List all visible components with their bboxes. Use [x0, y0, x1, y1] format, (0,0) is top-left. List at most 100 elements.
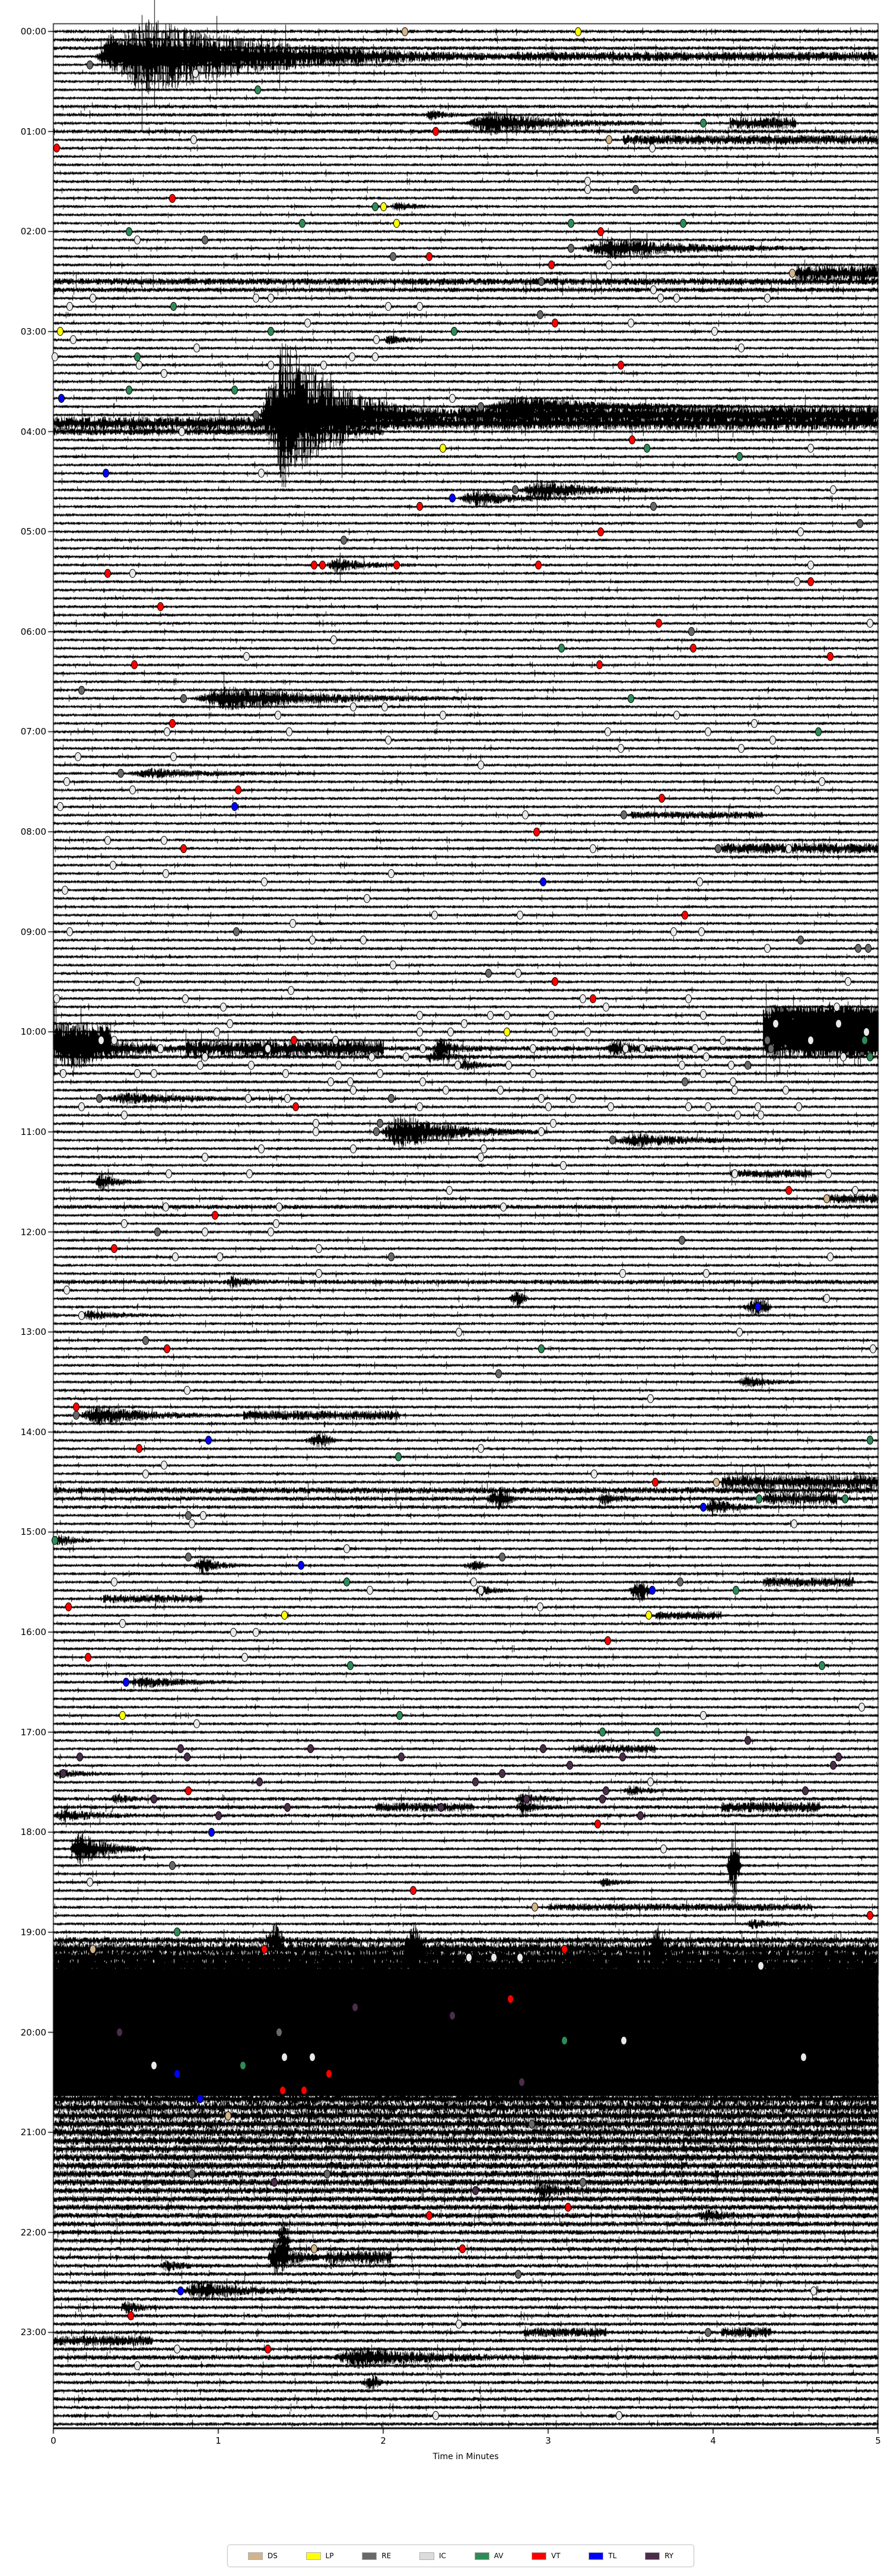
event-marker-ic[interactable]	[456, 1327, 463, 1337]
event-marker-re[interactable]	[678, 1236, 685, 1245]
event-marker-tl[interactable]	[177, 2286, 184, 2295]
event-marker-ry[interactable]	[637, 1811, 644, 1820]
event-marker-ic[interactable]	[268, 1227, 275, 1237]
event-marker-ic[interactable]	[134, 1069, 141, 1079]
event-marker-ic[interactable]	[381, 702, 389, 711]
event-marker-av[interactable]	[174, 1928, 180, 1937]
event-marker-ds[interactable]	[713, 1477, 720, 1487]
event-marker-av[interactable]	[558, 644, 565, 653]
event-marker-re[interactable]	[682, 1077, 689, 1087]
event-marker-ic[interactable]	[545, 1102, 552, 1112]
event-marker-ic[interactable]	[505, 1060, 512, 1070]
event-marker-ic[interactable]	[729, 1077, 736, 1087]
event-marker-vt[interactable]	[291, 1035, 298, 1045]
event-marker-ic[interactable]	[162, 869, 169, 878]
event-marker-vt[interactable]	[597, 527, 605, 536]
event-marker-av[interactable]	[756, 1494, 763, 1503]
event-marker-ic[interactable]	[368, 1052, 376, 1061]
event-marker-ic[interactable]	[119, 1619, 126, 1629]
event-marker-ic[interactable]	[371, 352, 379, 361]
event-marker-ic[interactable]	[589, 844, 596, 853]
event-marker-ry[interactable]	[284, 1802, 291, 1812]
event-marker-ic[interactable]	[830, 485, 837, 495]
event-marker-re[interactable]	[764, 1035, 771, 1045]
event-marker-re[interactable]	[142, 1335, 150, 1345]
event-marker-ic[interactable]	[335, 1060, 342, 1070]
event-marker-re[interactable]	[650, 502, 657, 511]
event-marker-ic[interactable]	[685, 994, 692, 1003]
event-marker-re[interactable]	[855, 944, 862, 953]
event-marker-ic[interactable]	[304, 319, 311, 328]
event-marker-ic[interactable]	[660, 1844, 667, 1853]
event-marker-ry[interactable]	[177, 1744, 184, 1754]
event-marker-ic[interactable]	[121, 1111, 128, 1120]
event-marker-vt[interactable]	[807, 577, 814, 586]
event-marker-ic[interactable]	[111, 1578, 118, 1587]
event-marker-ic[interactable]	[344, 1544, 351, 1553]
event-marker-ic[interactable]	[800, 2053, 807, 2062]
event-marker-vt[interactable]	[866, 1911, 873, 1920]
event-marker-vt[interactable]	[185, 1786, 192, 1795]
event-marker-ry[interactable]	[802, 1786, 809, 1795]
event-marker-vt[interactable]	[617, 360, 624, 370]
event-marker-ic[interactable]	[281, 2053, 288, 2062]
event-marker-vt[interactable]	[157, 602, 164, 612]
event-marker-ic[interactable]	[160, 368, 167, 378]
event-marker-lp[interactable]	[439, 444, 446, 453]
event-marker-ic[interactable]	[312, 1127, 319, 1137]
event-marker-vt[interactable]	[65, 1602, 72, 1612]
event-marker-ic[interactable]	[608, 1102, 615, 1112]
event-marker-re[interactable]	[515, 2269, 522, 2279]
event-marker-vt[interactable]	[548, 260, 555, 269]
event-marker-ic[interactable]	[487, 1010, 494, 1020]
event-marker-ic[interactable]	[136, 360, 143, 370]
event-marker-ic[interactable]	[851, 1185, 858, 1195]
event-marker-vt[interactable]	[652, 1477, 659, 1487]
event-marker-re[interactable]	[117, 769, 125, 778]
event-marker-ds[interactable]	[90, 1944, 97, 1954]
event-marker-vt[interactable]	[211, 1210, 218, 1220]
event-marker-ic[interactable]	[432, 2411, 440, 2421]
event-marker-re[interactable]	[477, 402, 484, 411]
event-marker-ic[interactable]	[160, 1461, 167, 1470]
event-marker-av[interactable]	[866, 1436, 873, 1445]
event-marker-ic[interactable]	[772, 1019, 780, 1028]
event-marker-av[interactable]	[451, 327, 458, 336]
event-marker-tl[interactable]	[196, 2094, 203, 2104]
event-marker-ic[interactable]	[769, 735, 776, 745]
event-marker-ic[interactable]	[796, 1102, 803, 1112]
event-marker-ic[interactable]	[758, 1111, 765, 1120]
event-marker-ic[interactable]	[504, 1010, 510, 1020]
event-marker-ic[interactable]	[66, 927, 74, 937]
event-marker-ic[interactable]	[384, 735, 392, 745]
event-marker-ds[interactable]	[225, 2111, 232, 2120]
event-marker-ry[interactable]	[271, 2177, 278, 2187]
event-marker-ic[interactable]	[431, 911, 438, 920]
event-marker-ic[interactable]	[190, 135, 197, 145]
event-marker-ic[interactable]	[350, 702, 357, 711]
event-marker-ic[interactable]	[63, 777, 70, 787]
event-marker-av[interactable]	[736, 452, 743, 462]
event-marker-tl[interactable]	[699, 1502, 707, 1512]
event-marker-ry[interactable]	[215, 1811, 222, 1820]
event-marker-vt[interactable]	[168, 718, 176, 728]
event-marker-re[interactable]	[568, 243, 575, 253]
event-marker-av[interactable]	[126, 227, 133, 236]
event-marker-ic[interactable]	[477, 761, 484, 770]
event-marker-ic[interactable]	[627, 319, 634, 328]
event-marker-vt[interactable]	[507, 1994, 514, 2003]
event-marker-ic[interactable]	[570, 1094, 577, 1103]
event-marker-ic[interactable]	[447, 1027, 454, 1036]
event-marker-re[interactable]	[536, 310, 543, 320]
event-marker-ic[interactable]	[60, 1069, 67, 1079]
event-marker-ic[interactable]	[764, 944, 771, 953]
event-marker-re[interactable]	[621, 810, 628, 820]
event-marker-re[interactable]	[744, 1060, 751, 1070]
event-marker-ic[interactable]	[183, 1386, 190, 1395]
event-marker-av[interactable]	[568, 218, 575, 228]
event-marker-av[interactable]	[255, 85, 262, 94]
event-marker-ic[interactable]	[121, 1219, 128, 1228]
event-marker-ry[interactable]	[619, 1753, 626, 1762]
event-marker-vt[interactable]	[629, 435, 636, 445]
event-marker-ic[interactable]	[416, 1010, 423, 1020]
